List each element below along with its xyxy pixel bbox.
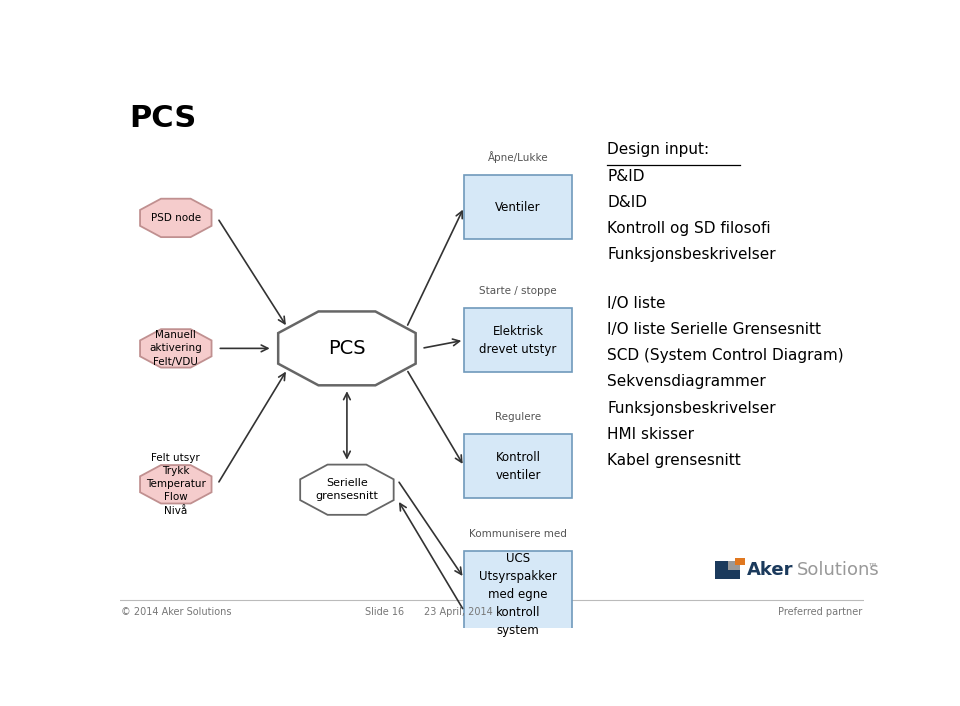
Text: PCS: PCS (328, 339, 366, 358)
Text: Funksjonsbeskrivelser: Funksjonsbeskrivelser (608, 400, 776, 416)
Text: Preferred partner: Preferred partner (779, 606, 862, 616)
Bar (464, 308, 572, 372)
Text: Kommunisere med: Kommunisere med (469, 529, 567, 539)
Polygon shape (300, 465, 394, 515)
Bar (735, 558, 745, 565)
Text: Manuell
aktivering
Felt/VDU: Manuell aktivering Felt/VDU (150, 330, 203, 366)
Text: Regulere: Regulere (495, 412, 541, 422)
Text: Kontroll
ventiler: Kontroll ventiler (495, 451, 540, 481)
Text: Ventiler: Ventiler (495, 201, 540, 213)
Bar (464, 175, 572, 239)
Polygon shape (278, 311, 416, 385)
Polygon shape (140, 198, 211, 237)
Text: Åpne/Lukke: Åpne/Lukke (488, 151, 548, 163)
Text: I/O liste: I/O liste (608, 297, 666, 311)
Text: P&ID: P&ID (608, 169, 645, 184)
Text: D&ID: D&ID (608, 195, 647, 210)
Text: HMI skisser: HMI skisser (608, 426, 694, 442)
Polygon shape (140, 465, 211, 503)
Text: Kabel grensesnitt: Kabel grensesnitt (608, 453, 741, 468)
Text: Aker: Aker (747, 561, 793, 579)
Text: Slide 16: Slide 16 (365, 606, 404, 616)
Text: ™: ™ (868, 561, 877, 571)
Text: PCS: PCS (129, 104, 196, 133)
Text: Design input:: Design input: (608, 142, 709, 157)
Text: PSD node: PSD node (151, 213, 201, 223)
Bar (715, 561, 740, 580)
Text: © 2014 Aker Solutions: © 2014 Aker Solutions (122, 606, 232, 616)
Text: Funksjonsbeskrivelser: Funksjonsbeskrivelser (608, 247, 776, 262)
Bar (464, 434, 572, 498)
Bar (728, 561, 740, 570)
Text: Solutions: Solutions (797, 561, 879, 579)
Text: SCD (System Control Diagram): SCD (System Control Diagram) (608, 348, 844, 364)
Polygon shape (140, 329, 211, 368)
Text: UCS
Utsyrspakker
med egne
kontroll
system: UCS Utsyrspakker med egne kontroll syste… (479, 552, 557, 637)
Text: Starte / stoppe: Starte / stoppe (479, 286, 557, 297)
Text: Sekvensdiagrammer: Sekvensdiagrammer (608, 374, 766, 390)
Bar (464, 551, 572, 639)
Text: Serielle
grensesnitt: Serielle grensesnitt (316, 478, 378, 501)
Text: Elektrisk
drevet utstyr: Elektrisk drevet utstyr (479, 325, 557, 356)
Text: 23 April, 2014: 23 April, 2014 (424, 606, 492, 616)
Text: I/O liste Serielle Grensesnitt: I/O liste Serielle Grensesnitt (608, 322, 822, 337)
Text: Felt utsyr
Trykk
Temperatur
Flow
Nivå: Felt utsyr Trykk Temperatur Flow Nivå (146, 453, 205, 515)
Text: Kontroll og SD filosofi: Kontroll og SD filosofi (608, 221, 771, 237)
